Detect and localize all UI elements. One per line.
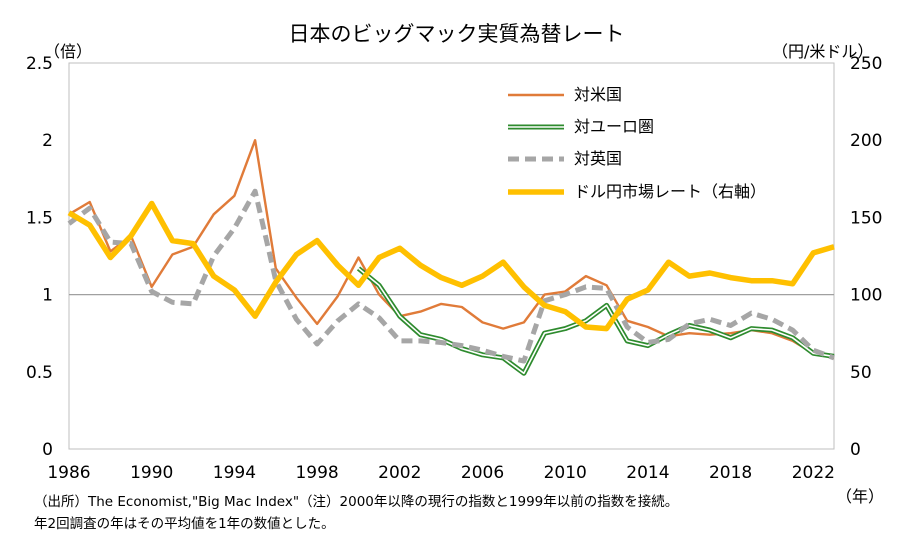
y-right-tick-label: 250 [850,54,882,74]
y-left-tick-label: 2 [42,131,53,151]
legend-swatch-euro [508,124,564,130]
y-left-tick-label: 1 [42,286,53,306]
x-axis-unit: （年） [836,487,885,506]
x-tick-label: 2006 [461,463,504,483]
y-left-tick-label: 1.5 [26,208,53,228]
x-tick-label: 1990 [130,463,173,483]
legend-label-euro: 対ユーロ圏 [574,117,655,136]
source-note: （出所）The Economist,"Big Mac Index"（注）2000… [34,494,679,510]
y-left-tick-label: 0 [42,440,53,460]
x-tick-label: 2022 [792,463,835,483]
y-left-tick-label: 0.5 [26,363,53,383]
plot-frame [68,62,835,450]
series-market-line [67,200,835,332]
x-tick-label: 2002 [378,463,421,483]
series-euro-line [356,266,835,376]
chart-title: 日本のビッグマック実質為替レート [288,22,625,46]
legend-swatch-market [508,189,564,195]
legend-swatch-us [508,93,564,97]
x-tick-label: 1994 [213,463,256,483]
x-tick-label: 2014 [626,463,669,483]
series-uk-line [67,188,835,364]
x-tick-label: 2010 [544,463,587,483]
y-right-tick-label: 150 [850,208,882,228]
x-tick-label: 2018 [709,463,752,483]
x-tick-label: 1998 [295,463,338,483]
legend-swatch-uk [508,156,564,162]
left-axis-unit: （倍） [44,42,93,61]
y-right-tick-label: 200 [850,131,882,151]
y-right-tick-label: 0 [850,440,861,460]
legend-label-market: ドル円市場レート（右軸） [574,182,767,201]
series-us-line [68,138,835,360]
y-right-tick-label: 50 [850,363,872,383]
source-note-continued: 年2回調査の年はその平均値を1年の数値とした。 [34,516,335,532]
legend-label-uk: 対英国 [574,149,623,168]
x-tick-label: 1986 [47,463,90,483]
y-left-tick-label: 2.5 [26,54,53,74]
y-right-tick-label: 100 [850,286,882,306]
right-axis-unit: （円/米ドル） [772,42,874,61]
series-euro-line-inner [357,267,835,375]
legend-label-us: 対米国 [574,85,623,104]
